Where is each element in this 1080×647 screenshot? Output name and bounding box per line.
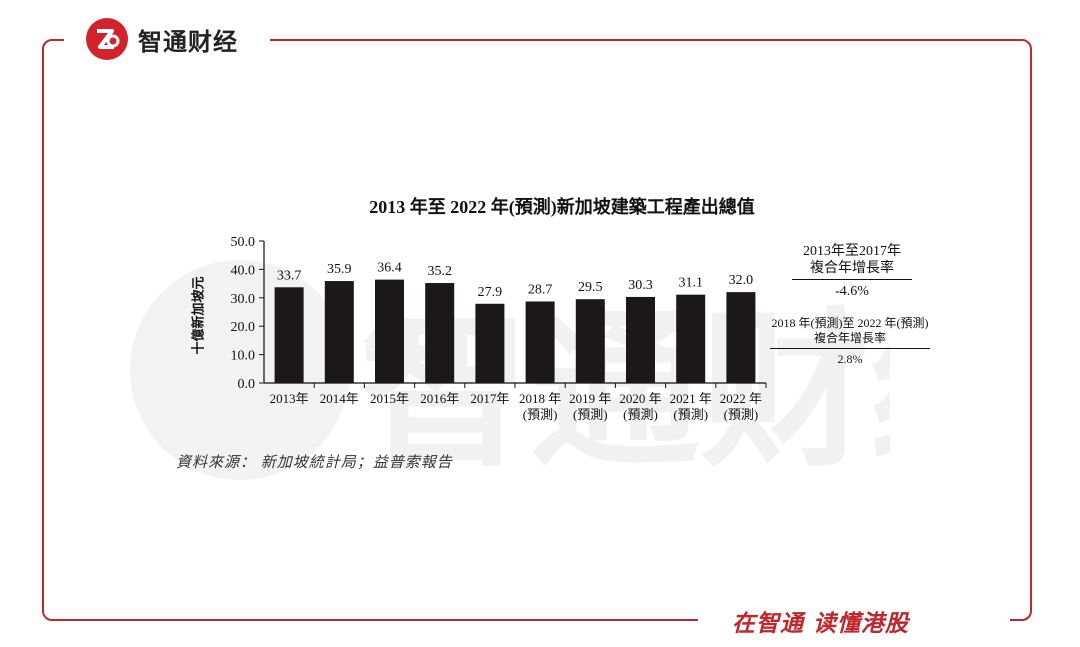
x-category-label: (預測) [523, 407, 558, 422]
x-category-label: 2022 年 [720, 391, 762, 406]
x-category-label: 2017年 [470, 391, 509, 406]
x-category-label: 2019 年 [569, 391, 611, 406]
x-category-label: (預測) [573, 407, 608, 422]
bar [626, 296, 655, 383]
bar [575, 299, 605, 383]
bar [274, 287, 304, 383]
brand-name: 智通财经 [138, 27, 238, 56]
cagr1-line1: 2013年至2017年 [803, 244, 901, 259]
bar [676, 294, 706, 383]
bar-value-label: 33.7 [277, 268, 302, 283]
cagr1-line2: 複合年增長率 [792, 260, 912, 280]
bar-value-label: 27.9 [478, 285, 503, 300]
bar [425, 283, 455, 383]
cagr-annotation-2013-2017: 2013年至2017年 複合年增長率 -4.6% [792, 243, 912, 300]
y-tick-label: 30.0 [231, 292, 256, 307]
bar [324, 281, 354, 383]
bar-value-label: 32.0 [729, 273, 754, 288]
cagr2-value: 2.8% [837, 352, 863, 366]
zhitong-logo-icon [86, 18, 128, 60]
bar-value-label: 36.4 [377, 261, 402, 276]
bar-value-label: 30.3 [628, 278, 653, 293]
bar [726, 292, 756, 383]
y-tick-label: 50.0 [231, 235, 256, 250]
cagr2-line2: 複合年增長率 [770, 331, 930, 349]
bar-value-label: 28.7 [528, 282, 553, 297]
x-category-label: 2021 年 [670, 391, 712, 406]
x-category-label: (預測) [673, 407, 708, 422]
bar-value-label: 31.1 [678, 276, 703, 291]
y-tick-label: 40.0 [231, 263, 256, 278]
y-tick-label: 20.0 [231, 320, 256, 335]
cagr-annotation-2018-2022: 2018 年(預測)至 2022 年(預測) 複合年增長率 2.8% [770, 316, 930, 367]
bar [375, 279, 404, 383]
y-tick-label: 0.0 [238, 377, 256, 392]
x-category-label: 2013年 [270, 391, 309, 406]
bar [475, 303, 505, 383]
slogan: 在智通 读懂港股 [732, 611, 910, 637]
x-category-label: 2015年 [370, 391, 409, 406]
x-category-label: 2014年 [320, 391, 359, 406]
y-tick-label: 10.0 [231, 349, 256, 364]
x-category-label: 2020 年 [619, 391, 661, 406]
x-category-label: (預測) [724, 407, 759, 422]
cagr2-line1: 2018 年(預測)至 2022 年(預測) [771, 316, 929, 330]
chart-title: 2013 年至 2022 年(預測)新加坡建築工程產出總值 [369, 197, 755, 217]
chart-source: 資料來源： 新加坡統計局；益普索報告 [176, 455, 453, 471]
x-category-label: 2018 年 [519, 391, 561, 406]
brand-logo: 智通财经 [86, 18, 238, 60]
frame-gap-bottom [698, 607, 1010, 635]
bar-value-label: 35.9 [327, 262, 352, 277]
content-frame [42, 39, 1032, 621]
bar-value-label: 35.2 [427, 264, 452, 279]
bar [525, 301, 555, 383]
x-category-label: 2016年 [420, 391, 459, 406]
x-category-label: (預測) [623, 407, 658, 422]
cagr1-value: -4.6% [835, 284, 869, 299]
bar-value-label: 29.5 [578, 280, 603, 295]
